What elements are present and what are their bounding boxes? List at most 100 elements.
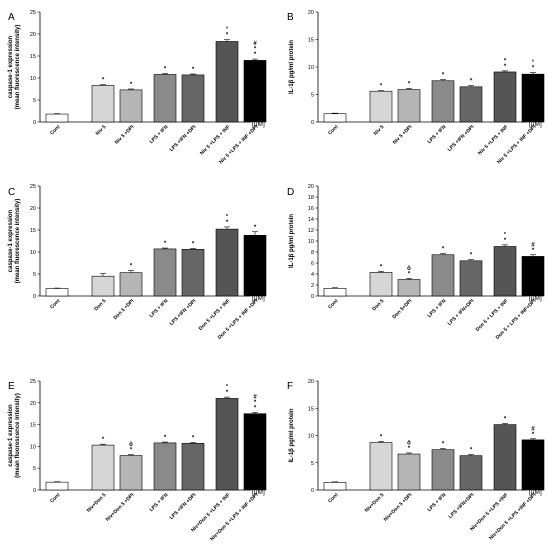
bar [153, 248, 177, 297]
category-label: Niv+Don 5 [364, 492, 386, 514]
bar [91, 275, 115, 297]
panel-f: F IL-1β pg/ml protein 0 5 10 15 20 Cont * Niv+Don… [287, 379, 545, 542]
significance-mark: ° [226, 385, 229, 391]
bar [397, 279, 421, 297]
y-tick-label: 20 [308, 10, 314, 16]
y-axis-label-line: IL-1β pg/ml protein [289, 214, 295, 268]
bar [459, 86, 483, 123]
y-tick-label: 5 [33, 98, 36, 104]
significance-mark: * [254, 52, 257, 58]
y-axis-label: caspase-1 expression(mean fluorescence i… [8, 25, 21, 110]
y-axis-label: IL-1β pg/ml protein [289, 214, 295, 268]
y-tick-label: 12 [308, 228, 314, 234]
significance-mark: * [532, 248, 535, 254]
panel-d: D IL-1β pg/ml protein 0 2 4 6 8 10 12 14 16 18 20 Con… [287, 184, 545, 341]
category-label: Niv+Don 5 +DPI [105, 492, 136, 523]
category-label: Cont [49, 298, 62, 311]
category-label: Cont [49, 492, 62, 505]
significance-mark: * [130, 82, 133, 88]
category-label: LPS + IFN [427, 124, 448, 145]
significance-mark: * [102, 437, 105, 443]
unit-label: [µM] [252, 489, 265, 496]
bar [431, 449, 455, 491]
significance-mark: * [192, 241, 195, 247]
bar [119, 455, 143, 491]
unit-label: [µM] [529, 121, 542, 128]
significance-mark: ö [129, 442, 133, 448]
category-label: Don 5 [371, 298, 385, 312]
y-tick-label: 10 [308, 65, 314, 71]
category-label: Cont [327, 492, 340, 505]
bar [323, 113, 347, 123]
unit-label: [µM] [252, 121, 265, 128]
significance-mark: * [504, 417, 507, 423]
y-tick-label: 8 [311, 250, 314, 256]
y-tick-label: 0 [33, 294, 36, 300]
y-tick-label: 25 [30, 184, 36, 190]
category-label: LPS +IFN +DPI [169, 298, 198, 327]
y-tick-label: 15 [30, 423, 36, 429]
category-label: Cont [327, 298, 340, 311]
bar [181, 74, 205, 123]
category-label: LPS +IFN +DPI [169, 124, 198, 153]
y-tick-label: 15 [308, 38, 314, 44]
category-label: Niv 5 [95, 124, 108, 137]
category-label: LPS + IFN [149, 492, 170, 513]
category-label: LPS + IFN [427, 298, 448, 319]
y-tick-label: 0 [311, 120, 314, 126]
category-label: LPS + IFN [149, 298, 170, 319]
category-label: Niv+Don 5 +DPI [383, 492, 414, 523]
bar [459, 260, 483, 297]
bar [493, 246, 517, 297]
bar [369, 442, 393, 491]
significance-mark: ° [504, 232, 507, 238]
y-axis-label-line: caspase-1 expression [8, 35, 14, 98]
significance-mark: * [532, 432, 535, 438]
y-tick-label: 2 [311, 283, 314, 289]
y-tick-label: 20 [30, 32, 36, 38]
bar [215, 228, 239, 297]
bar [215, 41, 239, 123]
significance-mark: * [408, 81, 411, 87]
category-label: LPS +IFN+DPI [448, 492, 476, 520]
significance-mark: ° [226, 214, 229, 220]
significance-mark: * [380, 84, 383, 90]
panel-b: B IL-1β pg/ml protein 0 5 10 15 20 Cont * Niv 5 * N… [287, 10, 545, 165]
category-label: LPS + IFN+DPI [447, 298, 476, 327]
category-label: Don 5 +DPI [112, 298, 135, 321]
significance-mark: * [470, 253, 473, 259]
bar [119, 89, 143, 123]
category-label: LPS +IFN +DPI [169, 492, 198, 521]
category-label: Don 5+DPI [391, 298, 413, 320]
y-axis-label-line: caspase-1 expression [8, 209, 14, 272]
significance-mark: * [504, 238, 507, 244]
significance-mark: * [254, 225, 257, 231]
significance-mark: * [442, 442, 445, 448]
significance-mark: * [504, 58, 507, 64]
y-axis-label-line: IL-1β pg/ml protein [289, 40, 295, 94]
y-tick-label: 0 [311, 294, 314, 300]
y-tick-label: 10 [308, 434, 314, 440]
y-tick-label: 10 [30, 444, 36, 450]
unit-label: [µM] [252, 295, 265, 302]
y-tick-label: 15 [308, 406, 314, 412]
significance-mark: * [470, 448, 473, 454]
significance-mark: ö [407, 440, 411, 446]
y-tick-label: 6 [311, 261, 314, 267]
bar [153, 442, 177, 491]
significance-mark: * [102, 78, 105, 84]
y-axis-label-line: (mean fluorescence intensity) [15, 25, 21, 110]
significance-mark: ° [226, 27, 229, 33]
bar [521, 256, 545, 297]
category-label: Don 5 [93, 298, 107, 312]
category-label: Niv+Don 5 +LPS +INF +DPI [488, 492, 538, 542]
panel-letter: F [287, 381, 293, 392]
bar [459, 455, 483, 491]
bar [431, 254, 455, 297]
significance-mark: * [192, 435, 195, 441]
y-tick-label: 0 [33, 488, 36, 494]
significance-mark: # [531, 242, 535, 248]
significance-mark: * [408, 271, 411, 277]
